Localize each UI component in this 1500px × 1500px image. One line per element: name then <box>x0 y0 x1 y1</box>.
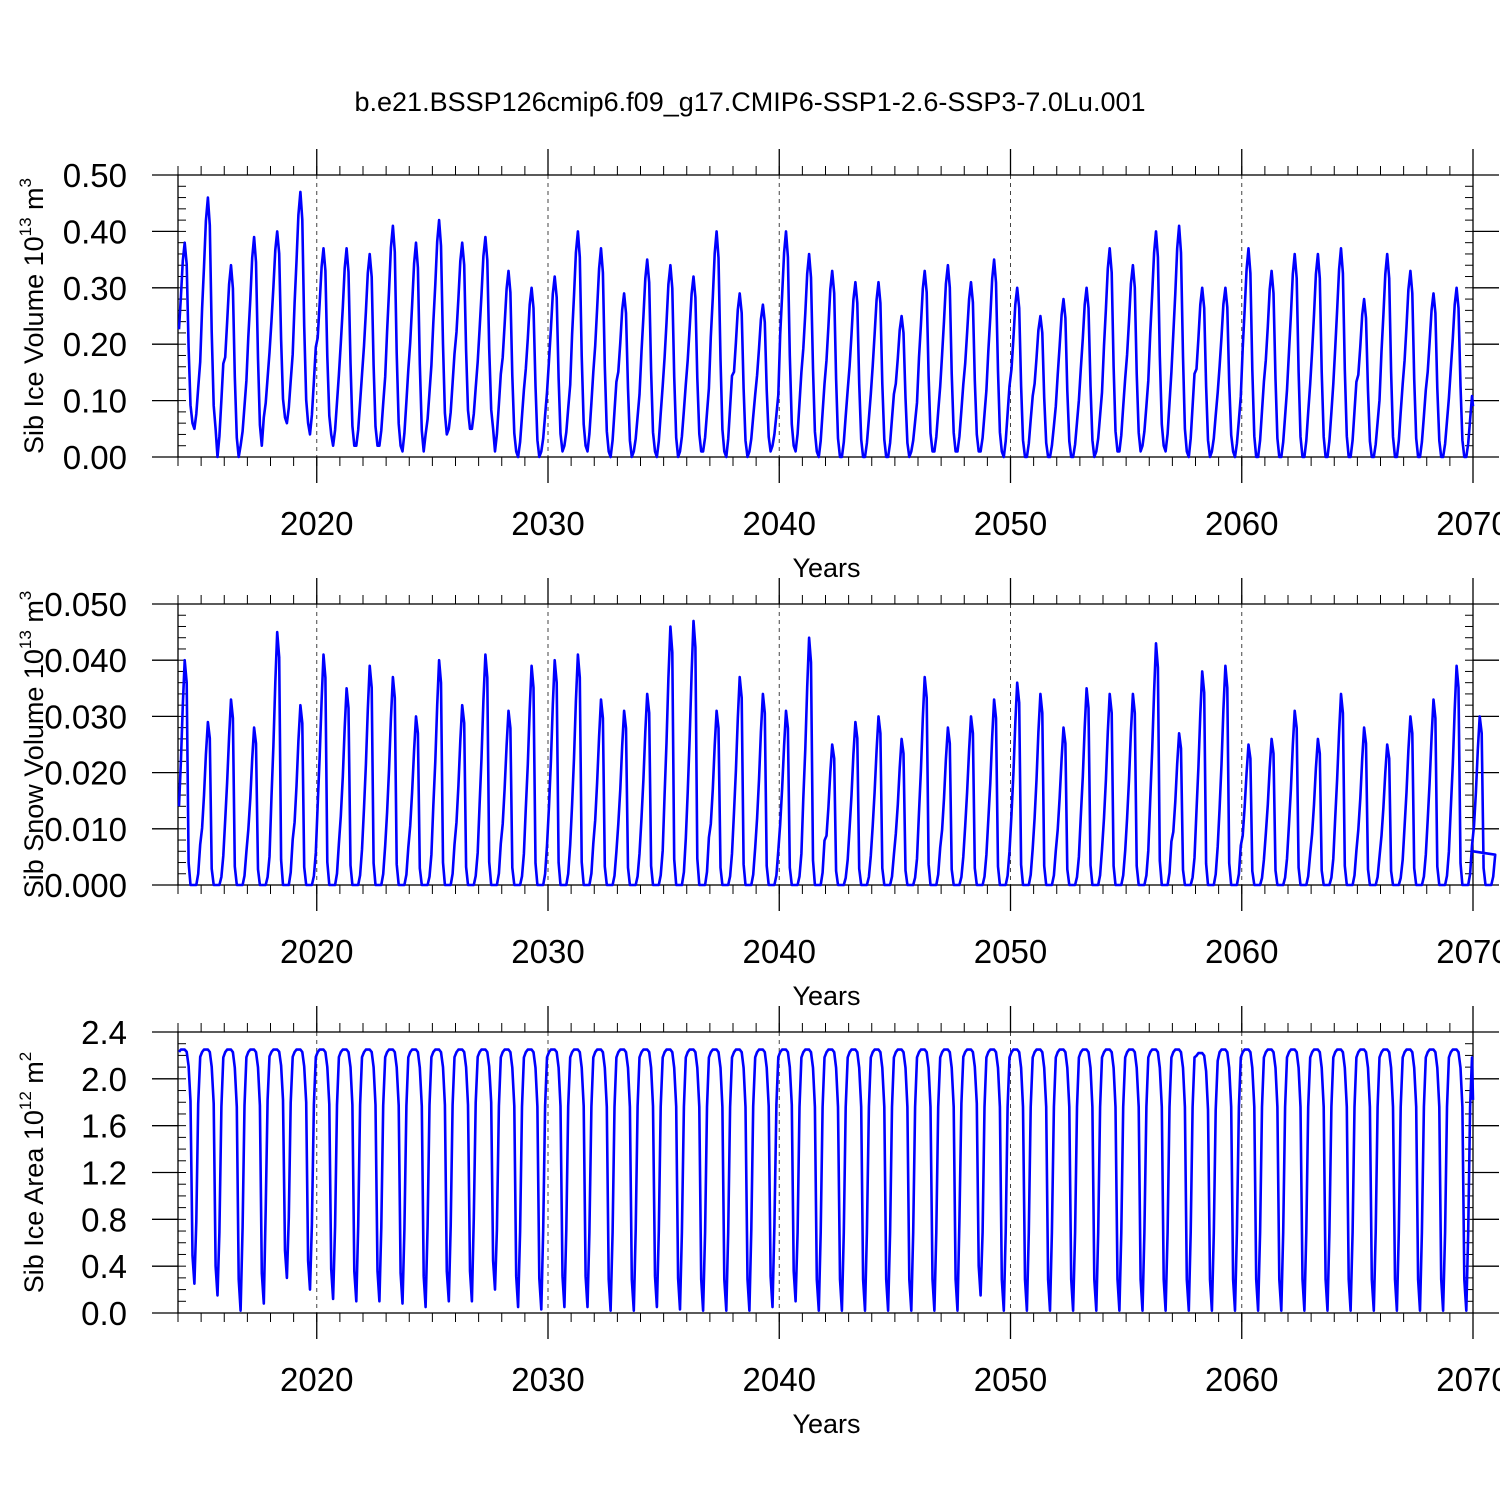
y-tick-label: 0.000 <box>44 867 127 904</box>
x-tick-label: 2060 <box>1205 505 1278 542</box>
y-axis-label-exponent: 13 <box>16 630 35 649</box>
x-axis-label: Years <box>792 981 860 1011</box>
y-tick-label: 0.010 <box>44 811 127 848</box>
y-tick-label: 0.30 <box>63 270 127 307</box>
x-tick-label: 2070 <box>1436 505 1500 542</box>
y-axis-label-unit-exponent: 2 <box>16 1052 35 1061</box>
y-axis-label-unit: m <box>19 187 49 217</box>
x-tick-label: 2020 <box>280 933 353 970</box>
x-tick-label: 2060 <box>1205 933 1278 970</box>
y-tick-label: 1.2 <box>81 1155 127 1192</box>
y-axis-label-unit: m <box>19 600 49 630</box>
x-tick-label: 2020 <box>280 505 353 542</box>
y-tick-label: 0.040 <box>44 642 127 679</box>
series-line-snow-volume <box>177 619 1497 887</box>
y-axis-label-text: Sib Snow Volume 10 <box>19 649 49 898</box>
series-line-ice-volume <box>177 190 1475 459</box>
y-tick-label: 0.4 <box>81 1248 127 1285</box>
y-tick-label: 0.050 <box>44 586 127 623</box>
y-axis-label-exponent: 12 <box>16 1091 35 1110</box>
y-tick-label: 2.4 <box>81 1014 127 1051</box>
y-axis-label-text: Sib Ice Area 10 <box>19 1110 49 1293</box>
x-axis-label: Years <box>792 1409 860 1439</box>
x-tick-label: 2030 <box>511 505 584 542</box>
series-line-ice-area <box>177 1048 1475 1312</box>
y-axis-label-text: Sib Ice Volume 10 <box>19 236 49 454</box>
x-tick-label: 2040 <box>743 1361 816 1398</box>
y-tick-label: 0.20 <box>63 326 127 363</box>
y-tick-label: 0.020 <box>44 755 127 792</box>
panel-snow-volume: 0.000 0.010 0.020 0.030 0.040 0.050 2020 2030 20… <box>16 578 1500 1011</box>
y-axis-label-unit: m <box>19 1061 49 1091</box>
x-tick-label: 2070 <box>1436 1361 1500 1398</box>
x-tick-label: 2050 <box>974 933 1047 970</box>
x-tick-label: 2030 <box>511 933 584 970</box>
x-tick-label: 2050 <box>974 505 1047 542</box>
y-tick-label: 0.0 <box>81 1295 127 1332</box>
y-tick-label: 0.030 <box>44 698 127 735</box>
y-tick-label: 0.8 <box>81 1201 127 1238</box>
y-tick-label: 0.00 <box>63 439 127 476</box>
y-axis-label-unit-exponent: 3 <box>16 178 35 187</box>
panel-ice-area: 0.0 0.4 0.8 1.2 1.6 2.0 2.4 2020 2030 2040 2050 206… <box>16 1006 1500 1439</box>
x-tick-label: 2040 <box>743 933 816 970</box>
y-axis-label: Sib Snow Volume 1013 m3 <box>16 591 49 899</box>
y-tick-label: 0.50 <box>63 157 127 194</box>
x-tick-label: 2040 <box>743 505 816 542</box>
x-tick-label: 2060 <box>1205 1361 1278 1398</box>
x-axis-label: Years <box>792 553 860 583</box>
y-axis-label: Sib Ice Volume 1013 m3 <box>16 178 49 454</box>
y-tick-label: 0.10 <box>63 383 127 420</box>
y-tick-label: 2.0 <box>81 1061 127 1098</box>
x-tick-label: 2070 <box>1436 933 1500 970</box>
y-tick-label: 1.6 <box>81 1108 127 1145</box>
chart-title: b.e21.BSSP126cmip6.f09_g17.CMIP6-SSP1-2.… <box>355 87 1146 117</box>
x-tick-label: 2020 <box>280 1361 353 1398</box>
panel-ice-volume: 0.00 0.10 0.20 0.30 0.40 0.50 2020 2030 2040 2050… <box>16 149 1500 583</box>
x-tick-label: 2050 <box>974 1361 1047 1398</box>
y-tick-label: 0.40 <box>63 213 127 250</box>
y-axis-label-exponent: 13 <box>16 217 35 236</box>
x-tick-label: 2030 <box>511 1361 584 1398</box>
y-axis-label-unit-exponent: 3 <box>16 591 35 600</box>
y-axis-label: Sib Ice Area 1012 m2 <box>16 1052 49 1294</box>
